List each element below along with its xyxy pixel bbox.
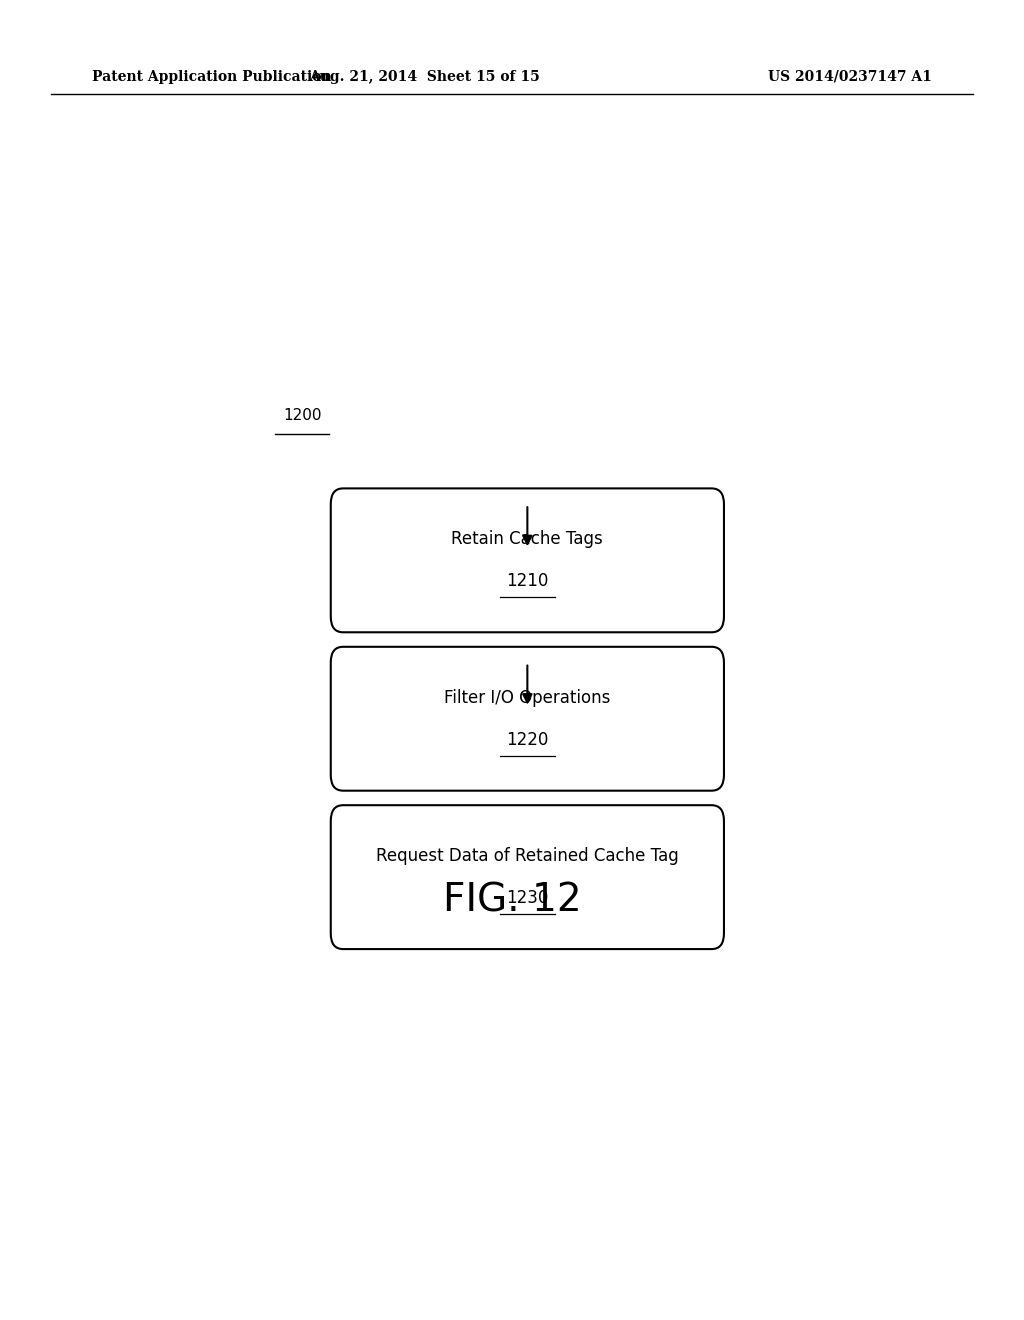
Text: Filter I/O Operations: Filter I/O Operations [444, 689, 610, 706]
Text: Patent Application Publication: Patent Application Publication [92, 70, 332, 83]
Text: Aug. 21, 2014  Sheet 15 of 15: Aug. 21, 2014 Sheet 15 of 15 [309, 70, 541, 83]
FancyBboxPatch shape [331, 805, 724, 949]
Text: FIG. 12: FIG. 12 [442, 882, 582, 919]
Text: 1210: 1210 [506, 573, 549, 590]
Text: 1220: 1220 [506, 731, 549, 748]
Text: 1230: 1230 [506, 890, 549, 907]
Text: Request Data of Retained Cache Tag: Request Data of Retained Cache Tag [376, 847, 679, 865]
Text: US 2014/0237147 A1: US 2014/0237147 A1 [768, 70, 932, 83]
FancyBboxPatch shape [331, 488, 724, 632]
Text: 1200: 1200 [283, 408, 322, 424]
FancyBboxPatch shape [331, 647, 724, 791]
Text: Retain Cache Tags: Retain Cache Tags [452, 531, 603, 548]
